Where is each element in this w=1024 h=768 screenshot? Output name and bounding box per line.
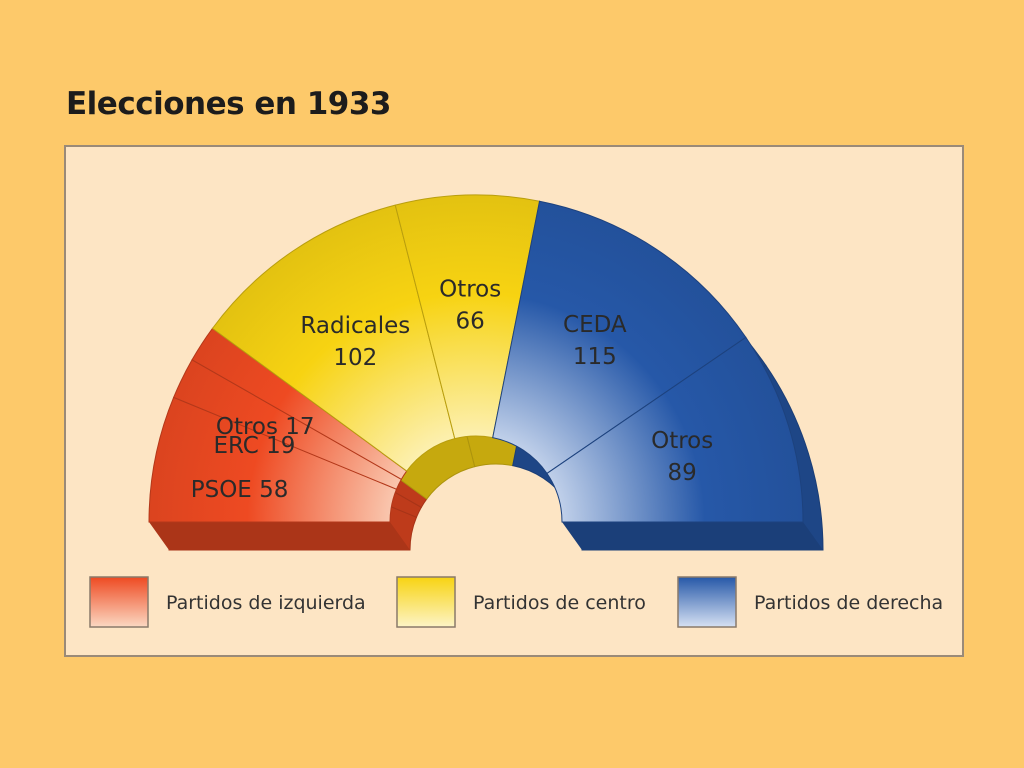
slice-label-0: PSOE 58 (191, 477, 289, 503)
depth-cap-right (562, 522, 823, 550)
chart-title: Elecciones en 1933 (66, 86, 392, 122)
legend-swatch-centro (396, 576, 456, 628)
slice-label-1: ERC 19 (213, 433, 295, 459)
legend-swatch-izquierda (89, 576, 149, 628)
legend-swatch-derecha (677, 576, 737, 628)
slice-centro-otros-4 (394, 194, 541, 440)
depth-cap-left (149, 522, 410, 550)
slice-derecha-ceda-5 (492, 200, 747, 475)
slice-derecha-otros-6 (546, 336, 804, 523)
slice-label-4: Otros 66 (439, 276, 501, 334)
slice-label-5: CEDA 115 (563, 312, 627, 370)
chart-legend: Partidos de izquierda Partidos de centro P… (89, 576, 943, 628)
slice-centro-radicales-3 (211, 204, 456, 472)
slice-label-6: Otros 89 (651, 428, 713, 486)
chart-slices (148, 194, 804, 523)
chart-panel: PSOE 58 ERC 19 Otros 17 Radicales 102 Otros 66… (64, 145, 964, 657)
slice-label-2: Otros 17 (216, 414, 315, 440)
legend-label-izquierda: Partidos de izquierda (166, 592, 366, 614)
legend-label-centro: Partidos de centro (473, 592, 646, 614)
legend-label-derecha: Partidos de derecha (754, 592, 943, 614)
slice-label-3: Radicales 102 (300, 313, 410, 371)
